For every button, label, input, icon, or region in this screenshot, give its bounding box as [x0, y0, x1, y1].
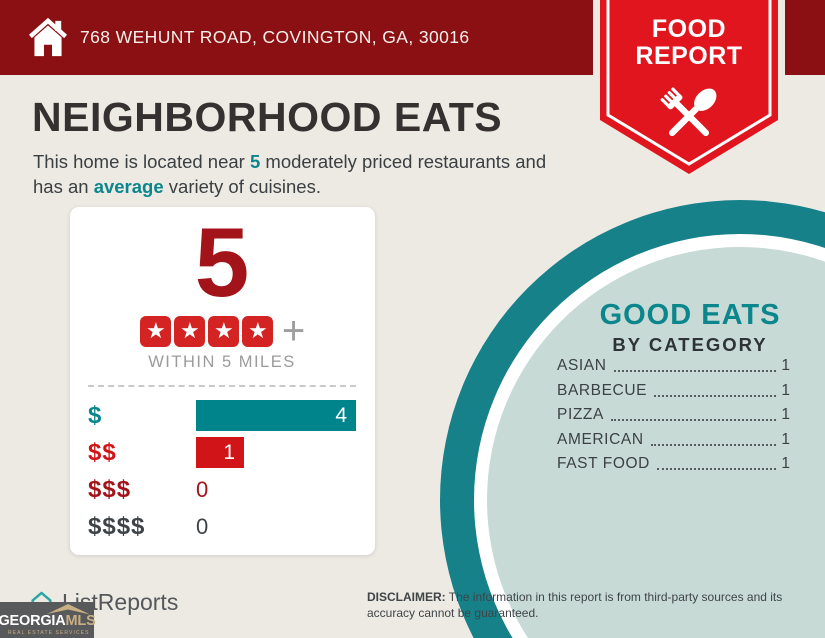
disclaimer-label: DISCLAIMER:: [367, 590, 446, 604]
category-list: ASIAN 1 BARBECUE 1 PIZZA 1 AMERICAN 1 FAST FOOD 1: [557, 357, 790, 480]
plus-sign: +: [281, 309, 306, 353]
subtitle-text: variety of cuisines.: [163, 175, 321, 197]
food-report-ribbon: FOOD REPORT: [588, 0, 792, 200]
price-row: $4: [88, 400, 356, 431]
ribbon-title-line2: REPORT: [635, 42, 743, 70]
property-address: 768 WEHUNT ROAD, COVINGTON, GA, 30016: [80, 27, 470, 47]
georgia-mls-logo: GEORGIA MLS REAL ESTATE SERVICES: [0, 602, 96, 638]
category-name: BARBECUE: [557, 381, 648, 399]
star-icon: ★: [242, 315, 274, 347]
dotted-leader: [650, 443, 777, 446]
category-count: 1: [781, 357, 790, 374]
price-row: $$$$ 0: [88, 511, 356, 542]
price-row: $$$ 0: [88, 474, 356, 505]
category-count: 1: [781, 406, 790, 423]
house-icon: [28, 17, 68, 57]
dashed-divider: [88, 385, 356, 387]
disclaimer: DISCLAIMER: The information in this repo…: [367, 590, 813, 621]
mls-wordmark-mls: MLS: [65, 613, 96, 629]
disclaimer-text: The information in this report is from t…: [367, 590, 783, 620]
good-eats-title: GOOD EATS: [599, 299, 781, 331]
category-row: FAST FOOD 1: [557, 455, 790, 473]
price-row: $$ 1: [88, 437, 356, 468]
subtitle-text: This home is located near: [33, 151, 250, 172]
restaurant-count: 5: [194, 207, 250, 317]
category-row: ASIAN 1: [557, 357, 790, 375]
radius-label: WITHIN 5 MILES: [148, 353, 296, 371]
category-name: PIZZA: [557, 406, 604, 423]
price-tier-label: $$$$: [88, 512, 146, 540]
price-bar-chart: $4 $$ 1 $$$ 0 $$$$ 0: [88, 400, 356, 542]
subtitle-count-highlight: 5: [249, 151, 261, 172]
star-icon: ★: [208, 315, 240, 347]
mls-tagline: REAL ESTATE SERVICES: [4, 630, 90, 636]
category-row: PIZZA 1: [557, 406, 790, 424]
bar-value: 4: [335, 403, 347, 427]
category-row: AMERICAN 1: [557, 431, 790, 449]
page-subtitle: This home is located near 5 moderately p…: [33, 150, 581, 200]
bar-value: 1: [223, 440, 235, 464]
dotted-leader: [656, 468, 777, 470]
dotted-leader: [654, 394, 777, 397]
dotted-leader: [610, 419, 777, 421]
ribbon-shape: [593, 0, 785, 181]
dotted-leader: [613, 370, 777, 372]
category-count: 1: [781, 455, 790, 472]
category-count: 1: [781, 381, 790, 399]
price-tier-label: $$: [88, 438, 117, 466]
zero-value: 0: [196, 513, 209, 539]
page-title: NEIGHBORHOOD EATS: [32, 94, 503, 140]
price-bar: 1: [196, 437, 244, 468]
price-bar: 4: [196, 400, 356, 431]
good-eats-subtitle: BY CATEGORY: [612, 334, 768, 355]
subtitle-text: moderately priced restaurants and has an: [33, 151, 547, 197]
category-name: FAST FOOD: [557, 455, 650, 472]
category-row: BARBECUE 1: [557, 382, 790, 400]
star-icon: ★: [174, 315, 206, 347]
star-rating: ★ ★ ★ ★ +: [88, 309, 356, 353]
good-eats-header: GOOD EATS BY CATEGORY: [540, 299, 825, 356]
ribbon-title: FOOD REPORT: [600, 16, 778, 70]
category-name: AMERICAN: [557, 430, 644, 448]
crossed-spoon-fork-icon: [660, 87, 717, 137]
mls-wordmark: GEORGIA MLS: [0, 613, 96, 629]
zero-value: 0: [196, 476, 209, 502]
restaurant-summary-card: 5 ★ ★ ★ ★ + WITHIN 5 MILES $4 $$ 1 $$$ 0 $$$$ 0: [70, 207, 375, 555]
star-icon: ★: [140, 315, 172, 347]
star-tiles: ★ ★ ★ ★: [139, 315, 275, 347]
mls-roof-icon: [47, 604, 90, 615]
price-tier-label: $: [88, 401, 103, 429]
mls-wordmark-georgia: GEORGIA: [0, 613, 66, 629]
category-count: 1: [781, 430, 790, 448]
price-tier-label: $$$: [88, 475, 132, 503]
category-name: ASIAN: [557, 357, 607, 374]
ribbon-title-line1: FOOD: [651, 15, 727, 43]
subtitle-variety-highlight: average: [93, 175, 164, 197]
